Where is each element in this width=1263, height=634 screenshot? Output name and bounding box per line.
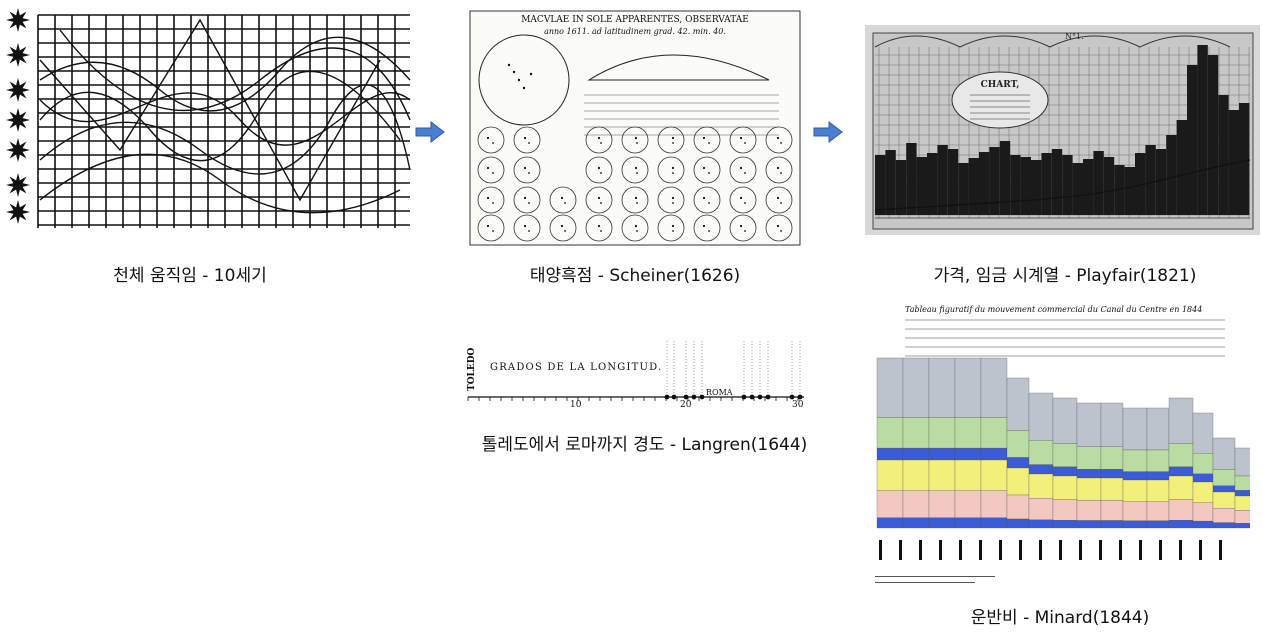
playfair-chart-label: CHART, xyxy=(981,80,1020,90)
langren-tick-10: 10 xyxy=(570,400,582,410)
langren-tick-30: 30 xyxy=(792,400,804,410)
minard-title: Tableau figuratif du mouvement commercia… xyxy=(905,305,1202,314)
scheiner-sunspot-figure: MACVLAE IN SOLE APPARENTES, OBSERVATAE a… xyxy=(469,10,801,246)
arrow-right-icon xyxy=(813,121,843,143)
langren-axis-title: GRADOS DE LA LONGITUD. xyxy=(490,362,662,373)
langren-toledo: TOLEDO xyxy=(467,347,477,391)
playfair-no-label: N°1. xyxy=(1065,32,1084,41)
minard-caption: 운반비 - Minard(1844) xyxy=(970,608,1150,628)
langren-longitude-figure: TOLEDO GRADOS DE LA LONGITUD. ROMA 10 20… xyxy=(462,325,810,415)
langren-caption: 톨레도에서 로마까지 경도 - Langren(1644) xyxy=(481,435,808,455)
scheiner-subtitle: anno 1611. ad latitudinem grad. 42. min.… xyxy=(544,27,726,36)
scheiner-title: MACVLAE IN SOLE APPARENTES, OBSERVATAE xyxy=(521,15,749,25)
scheiner-caption: 태양흑점 - Scheiner(1626) xyxy=(529,266,741,286)
langren-tick-20: 20 xyxy=(680,400,692,410)
playfair-caption: 가격, 임금 시계열 - Playfair(1821) xyxy=(933,266,1197,286)
celestial-movement-figure xyxy=(0,0,412,232)
playfair-wheat-chart: N°1. CHART, xyxy=(865,25,1260,235)
langren-roma: ROMA xyxy=(706,388,733,397)
minard-transport-figure: Tableau figuratif du mouvement commercia… xyxy=(865,298,1250,590)
celestial-caption: 천체 움직임 - 10세기 xyxy=(113,266,267,286)
arrow-right-icon xyxy=(415,121,445,143)
